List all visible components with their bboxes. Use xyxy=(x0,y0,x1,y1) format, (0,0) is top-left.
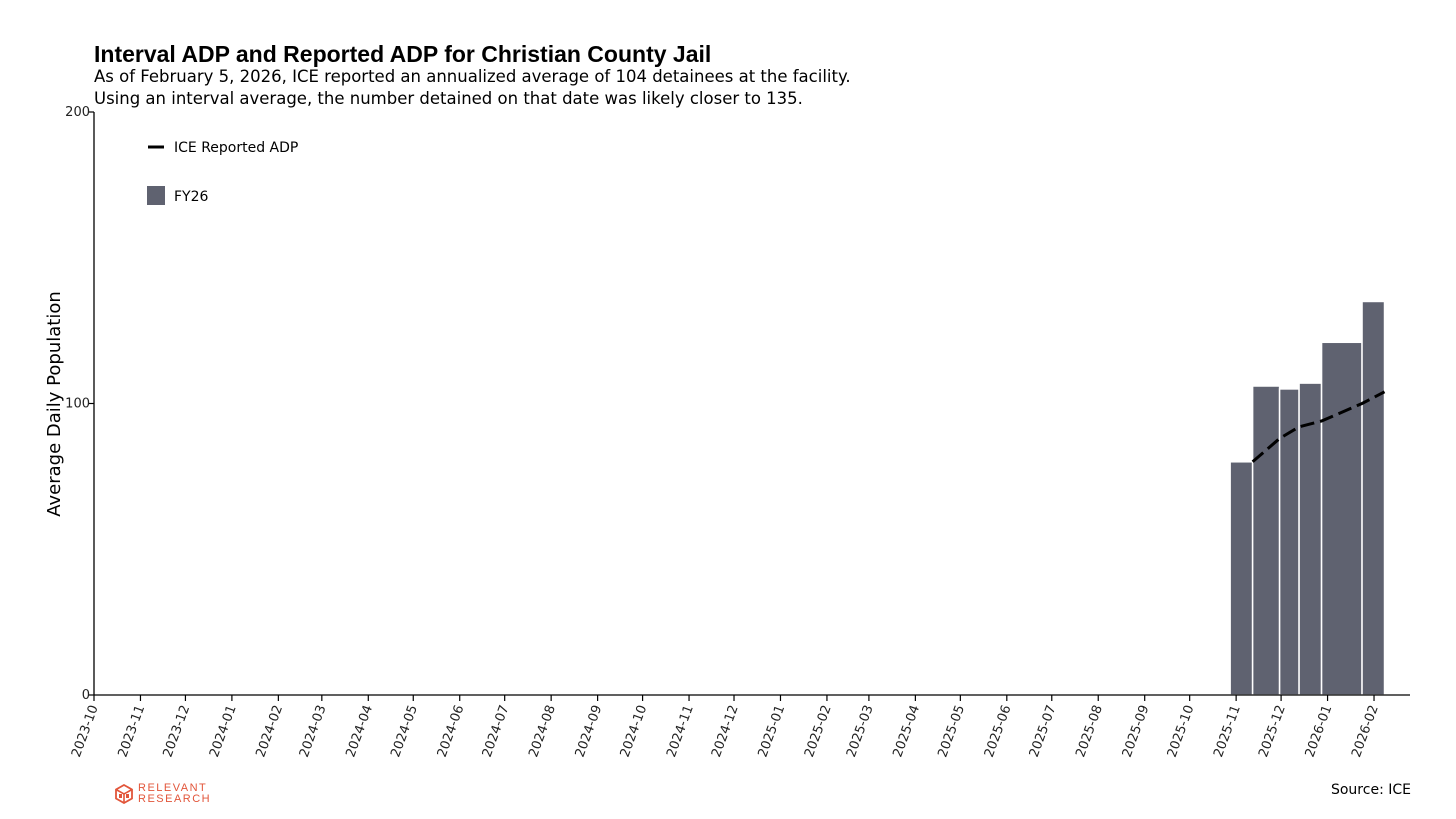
x-tick-label: 2024-07 xyxy=(480,703,513,759)
bar-4 xyxy=(1298,382,1323,696)
x-tick-label: 2024-09 xyxy=(573,703,606,759)
legend-bar-swatch xyxy=(147,186,165,205)
x-tick-label: 2025-09 xyxy=(1120,703,1153,759)
chart-title: Interval ADP and Reported ADP for Christ… xyxy=(94,41,712,67)
brand-wordmark: RELEVANT RESEARCH xyxy=(138,783,211,805)
x-tick-label: 2024-10 xyxy=(618,703,651,759)
legend-bar-label: FY26 xyxy=(174,189,209,205)
x-tick-label: 2023-10 xyxy=(69,703,102,759)
x-tick-label: 2024-08 xyxy=(526,703,559,759)
x-tick-label: 2025-12 xyxy=(1256,703,1289,759)
bar-5 xyxy=(1320,341,1363,696)
source-note: Source: ICE xyxy=(1330,782,1411,798)
brand-line-1: RELEVANT xyxy=(138,782,208,794)
x-tick-label: 2024-11 xyxy=(664,703,697,759)
brand-line-2: RESEARCH xyxy=(138,793,212,805)
bar-3 xyxy=(1278,388,1300,696)
x-tick-label: 2025-06 xyxy=(982,703,1015,759)
reported-adp-line xyxy=(1251,390,1386,463)
legend: ICE Reported ADP FY26 xyxy=(147,140,298,205)
x-tick-label: 2024-01 xyxy=(207,703,240,759)
x-tick-label: 2025-05 xyxy=(935,703,968,759)
x-tick-label: 2025-10 xyxy=(1165,703,1198,759)
x-tick-label: 2024-12 xyxy=(709,703,742,759)
x-tick-label: 2025-07 xyxy=(1027,703,1060,759)
brand-logo: RELEVANT RESEARCH xyxy=(115,783,211,805)
y-tick-label: 0 xyxy=(82,688,90,703)
chart-subtitle-line-1: As of February 5, 2026, ICE reported an … xyxy=(94,67,851,86)
x-tick-label: 2025-08 xyxy=(1073,703,1106,759)
x-ticks-layer: 2023-10 2023-11 2023-12 2024-01 2024-02 2024-… xyxy=(69,695,1382,759)
bar-6 xyxy=(1361,300,1386,696)
y-axis-label: Average Daily Population xyxy=(44,291,65,516)
x-tick-label: 2026-02 xyxy=(1349,703,1382,759)
x-tick-label: 2024-04 xyxy=(343,703,376,759)
x-tick-label: 2024-06 xyxy=(435,703,468,759)
x-tick-label: 2025-11 xyxy=(1211,703,1244,759)
legend-line-label: ICE Reported ADP xyxy=(174,140,298,156)
x-tick-label: 2024-03 xyxy=(297,703,330,759)
bar-2 xyxy=(1251,385,1281,696)
x-tick-label: 2025-01 xyxy=(756,703,789,759)
reported-adp-line-layer xyxy=(1251,390,1386,463)
y-tick-label: 100 xyxy=(65,397,90,412)
x-tick-label: 2025-03 xyxy=(844,703,877,759)
y-ticks-layer: 0 100 200 xyxy=(65,105,94,703)
bar-1 xyxy=(1229,461,1254,696)
x-tick-label: 2025-02 xyxy=(802,703,835,759)
brand-cube-icon xyxy=(115,784,133,804)
bars-layer xyxy=(1229,300,1386,696)
x-tick-label: 2024-02 xyxy=(253,703,286,759)
x-tick-label: 2024-05 xyxy=(388,703,421,759)
y-tick-label: 200 xyxy=(65,105,90,120)
x-tick-label: 2025-04 xyxy=(890,703,923,759)
x-tick-label: 2026-01 xyxy=(1303,703,1336,759)
chart-subtitle-line-2: Using an interval average, the number de… xyxy=(94,89,803,108)
x-tick-label: 2023-11 xyxy=(116,703,149,759)
x-tick-label: 2023-12 xyxy=(161,703,194,759)
axes-layer xyxy=(93,112,1410,696)
